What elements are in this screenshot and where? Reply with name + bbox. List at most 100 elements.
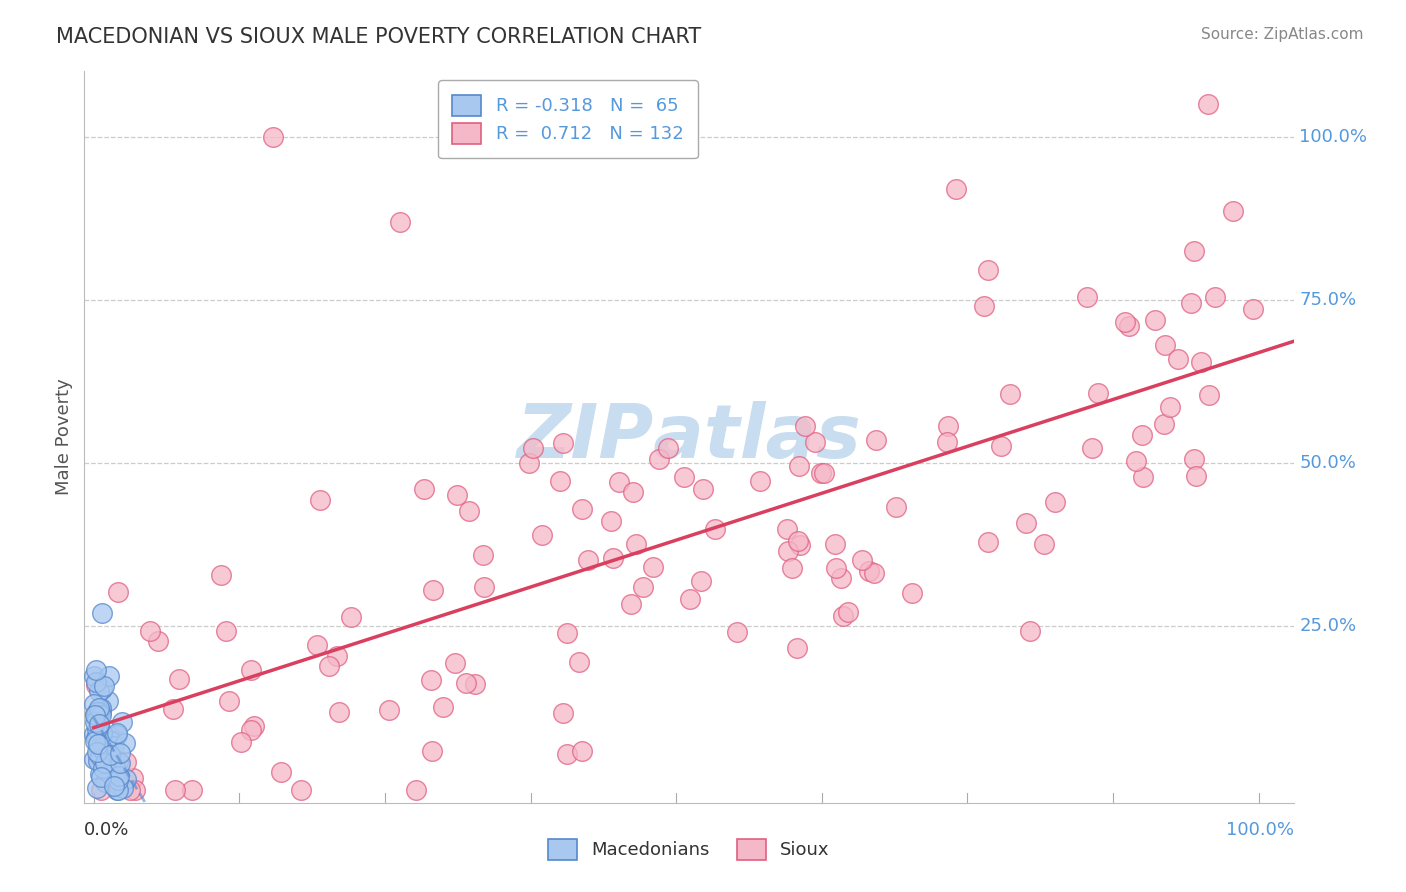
Point [641,560,664,574]
Point [1159,400,1181,414]
Point [990,439,1012,453]
Point [305,638,328,652]
Point [1153,417,1175,432]
Point [318,659,340,673]
Point [1182,452,1205,467]
Point [725,625,748,640]
Point [100,733,122,747]
Point [90,770,112,784]
Point [454,676,477,690]
Point [631,580,654,594]
Point [167,673,190,687]
Point [830,571,852,585]
Point [90,741,112,756]
Point [557,625,579,640]
Point [831,609,853,624]
Point [215,624,238,638]
Point [749,474,772,488]
Point [551,435,574,450]
Point [114,736,136,750]
Point [657,441,679,455]
Point [103,733,125,747]
Point [1180,295,1202,310]
Point [1241,301,1264,316]
Point [689,574,711,589]
Point [901,586,924,600]
Point [84,715,107,730]
Point [810,466,832,480]
Point [863,566,886,580]
Point [86,745,108,759]
Point [270,764,292,779]
Point [87,700,110,714]
Point [973,299,995,313]
Point [443,657,465,671]
Point [432,699,454,714]
Point [87,684,110,698]
Point [340,610,363,624]
Point [84,734,107,748]
Point [107,585,129,599]
Text: ZIP​atlas: ZIP​atlas [516,401,862,474]
Point [599,515,621,529]
Point [692,483,714,497]
Point [413,482,436,496]
Point [1043,495,1066,509]
Point [90,701,112,715]
Point [550,475,572,489]
Point [804,434,827,449]
Point [100,733,122,747]
Point [90,708,112,723]
Point [1144,313,1167,327]
Point [121,771,143,785]
Point [825,561,848,575]
Point [290,782,312,797]
Point [471,549,494,563]
Point [139,624,162,638]
Point [240,663,263,677]
Point [936,434,959,449]
Point [1198,388,1220,402]
Point [84,731,107,745]
Point [110,756,132,771]
Point [858,564,880,578]
Point [531,528,554,542]
Point [568,655,591,669]
Point [86,730,108,744]
Point [146,634,169,648]
Point [325,649,347,664]
Point [91,682,114,697]
Point [1197,97,1219,112]
Point [218,694,240,708]
Point [945,182,967,196]
Point [103,730,125,744]
Point [648,451,671,466]
Legend: Macedonians, Sioux: Macedonians, Sioux [541,831,837,867]
Point [84,664,107,678]
Point [107,782,129,797]
Point [776,522,799,536]
Point [420,744,443,758]
Point [114,772,136,786]
Point [1018,624,1040,639]
Point [776,544,799,558]
Point [851,553,873,567]
Point [405,782,427,797]
Point [103,779,125,793]
Point [118,782,141,797]
Point [86,706,108,720]
Point [378,702,401,716]
Point [86,723,108,737]
Point [1154,338,1177,352]
Point [1015,516,1038,531]
Point [98,747,121,762]
Point [472,580,495,594]
Text: 100.0%: 100.0% [1226,821,1294,839]
Point [83,727,105,741]
Point [105,782,128,797]
Point [1167,352,1189,367]
Point [1132,470,1154,484]
Point [446,488,468,502]
Point [1081,441,1104,455]
Point [620,598,643,612]
